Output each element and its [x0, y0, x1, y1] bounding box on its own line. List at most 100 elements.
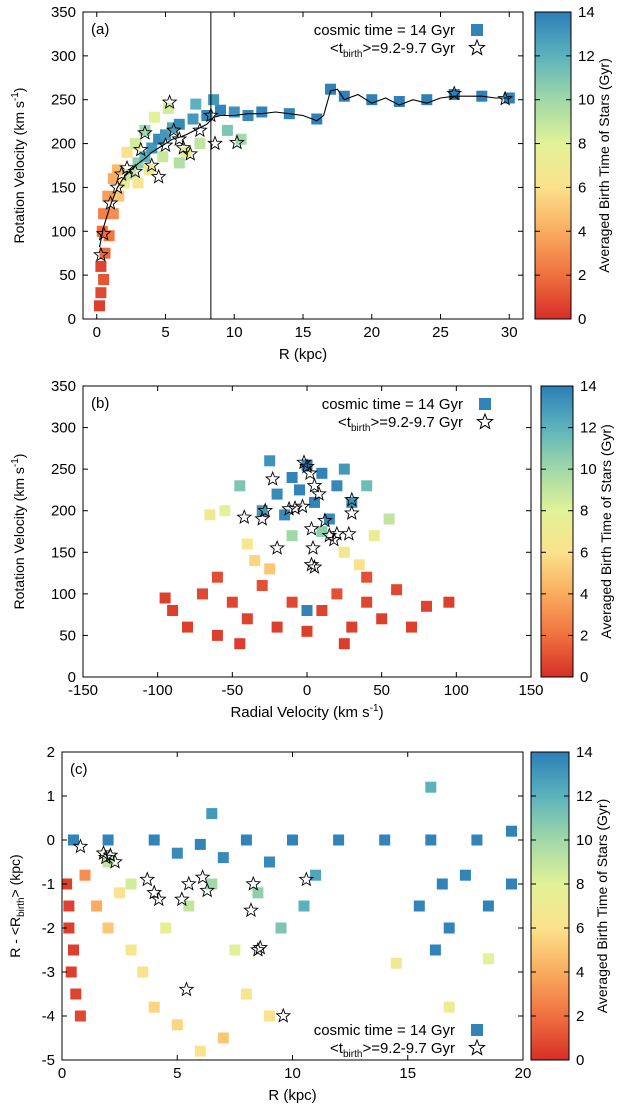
- data-square: [323, 513, 335, 525]
- colorbar-tick-label: 14: [578, 4, 595, 21]
- data-square: [114, 887, 126, 899]
- y-tick-label: 250: [51, 92, 76, 109]
- data-star: [199, 882, 216, 898]
- data-square: [121, 146, 133, 158]
- data-square: [413, 900, 425, 912]
- data-star: [302, 465, 318, 480]
- data-square: [63, 922, 75, 934]
- colorbar-label: Averaged Birth Time of Stars (Gyr): [596, 58, 612, 272]
- y-tick-label: 2: [47, 744, 55, 761]
- data-square: [316, 526, 328, 537]
- data-square: [256, 106, 268, 118]
- x-tick-label: 15: [399, 1065, 416, 1082]
- data-square: [171, 1019, 183, 1031]
- colorbar-tick-label: 8: [576, 876, 584, 893]
- data-star: [132, 141, 149, 157]
- data-square: [235, 133, 247, 145]
- data-star: [95, 844, 112, 860]
- y-tick-label: 100: [51, 586, 76, 603]
- data-square: [425, 834, 437, 846]
- data-square: [448, 89, 460, 100]
- data-star: [146, 884, 163, 900]
- data-square: [331, 480, 343, 492]
- data-star: [192, 122, 208, 138]
- y-tick-label: 150: [51, 179, 76, 196]
- data-square: [331, 588, 343, 600]
- y-tick-label: -4: [42, 1008, 55, 1025]
- data-square: [102, 922, 114, 934]
- panel-label: (a): [91, 21, 109, 38]
- data-star: [203, 107, 219, 123]
- data-square: [241, 613, 253, 625]
- data-square: [206, 878, 218, 890]
- colorbar-tick-label: 8: [578, 136, 586, 153]
- colorbar-label: Averaged Birth Time of Stars (Gyr): [598, 424, 614, 638]
- colorbar-tick-label: 4: [576, 964, 584, 981]
- data-square: [275, 922, 287, 934]
- data-square: [190, 98, 202, 110]
- data-square: [79, 869, 91, 881]
- data-square: [219, 505, 231, 517]
- legend-star-swatch: [468, 38, 486, 56]
- data-star: [161, 94, 178, 110]
- data-star: [340, 525, 357, 541]
- data-square: [221, 124, 233, 136]
- data-star: [139, 871, 156, 887]
- data-star: [165, 122, 182, 138]
- y-tick-label: 200: [51, 136, 76, 153]
- y-tick-label: -2: [42, 920, 55, 937]
- data-star: [252, 939, 269, 955]
- data-square: [421, 94, 433, 106]
- data-star: [137, 124, 153, 140]
- x-tick-label: 50: [373, 682, 390, 699]
- data-square: [194, 1045, 206, 1057]
- x-tick-label: 5: [173, 1065, 181, 1082]
- y-tick-label: 150: [51, 544, 76, 561]
- y-tick-label: 300: [51, 48, 76, 65]
- data-square: [206, 808, 218, 820]
- data-square: [217, 1032, 229, 1044]
- data-square: [252, 887, 264, 899]
- x-tick-label: 0: [93, 324, 101, 341]
- x-tick-label: 25: [432, 324, 449, 341]
- y-tick-label: 350: [51, 378, 76, 395]
- data-square: [102, 190, 114, 202]
- data-star: [109, 179, 126, 195]
- legend: cosmic time = 14 Gyr<tbirth>=9.2-9.7 Gyr: [314, 1022, 486, 1060]
- data-square: [111, 164, 123, 176]
- data-square: [271, 621, 283, 633]
- colorbar-tick-label: 6: [578, 179, 586, 196]
- legend-squares-label: cosmic time = 14 Gyr: [314, 1022, 455, 1039]
- data-star: [305, 539, 321, 555]
- data-square: [197, 588, 208, 600]
- data-square: [62, 878, 73, 890]
- data-square: [443, 1001, 455, 1013]
- data-square: [471, 834, 483, 846]
- y-tick-label: -5: [42, 1052, 55, 1069]
- x-tick-label: 0: [303, 682, 311, 699]
- data-star: [243, 902, 259, 918]
- data-square: [98, 208, 110, 220]
- y-tick-label: 200: [51, 503, 76, 520]
- colorbar-tick-label: 0: [578, 311, 586, 328]
- data-star: [299, 458, 315, 474]
- data-square: [264, 455, 276, 467]
- data-star: [245, 875, 262, 891]
- colorbar-tick-label: 2: [578, 267, 586, 284]
- colorbar-tick-label: 12: [580, 420, 597, 437]
- data-star: [275, 1007, 292, 1023]
- data-square: [139, 124, 151, 136]
- data-square: [129, 138, 141, 150]
- colorbar-tick-label: 10: [580, 461, 597, 478]
- data-square: [146, 142, 158, 154]
- data-square: [125, 878, 137, 890]
- panel-label: (b): [91, 395, 109, 412]
- data-square: [286, 472, 298, 483]
- data-square: [94, 300, 105, 312]
- data-star: [72, 838, 89, 854]
- data-square: [301, 625, 313, 637]
- data-square: [153, 133, 165, 145]
- data-star: [317, 512, 333, 528]
- data-square: [167, 605, 179, 616]
